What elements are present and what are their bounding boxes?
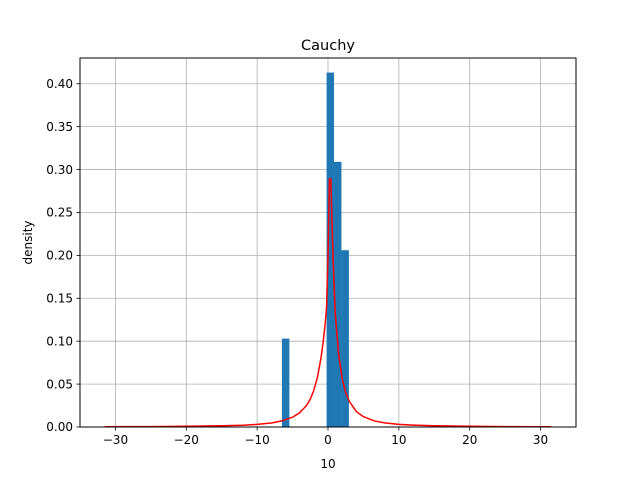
y-tick-label: 0.10	[46, 334, 73, 348]
y-axis-ticks: 0.00 0.05 0.10 0.15 0.20 0.25 0.30 0.35 0.40	[46, 77, 80, 434]
x-tick-label: 10	[391, 433, 406, 447]
x-tick-label: 30	[533, 433, 548, 447]
y-tick-label: 0.35	[46, 120, 73, 134]
histogram-bar	[326, 72, 335, 427]
x-axis-label: 10	[320, 457, 335, 471]
histogram-bars	[281, 72, 349, 427]
x-axis-ticks: −30 −20 −10 0 10 20 30	[103, 427, 548, 447]
x-tick-label: 20	[462, 433, 477, 447]
y-tick-label: 0.25	[46, 206, 73, 220]
y-tick-label: 0.40	[46, 77, 73, 91]
density-curve	[104, 178, 552, 428]
y-tick-label: 0.30	[46, 163, 73, 177]
y-tick-label: 0.15	[46, 291, 73, 305]
x-tick-label: 0	[324, 433, 332, 447]
histogram-bar	[341, 250, 349, 427]
histogram-bar	[281, 338, 290, 427]
y-axis-label: density	[21, 221, 35, 265]
x-tick-label: −30	[103, 433, 128, 447]
y-tick-label: 0.00	[46, 420, 73, 434]
chart-title: Cauchy	[301, 38, 355, 54]
density-line	[104, 178, 552, 428]
y-tick-label: 0.05	[46, 377, 73, 391]
x-tick-label: −20	[174, 433, 199, 447]
y-tick-label: 0.20	[46, 249, 73, 263]
x-tick-label: −10	[244, 433, 269, 447]
histogram-bar	[334, 161, 342, 427]
